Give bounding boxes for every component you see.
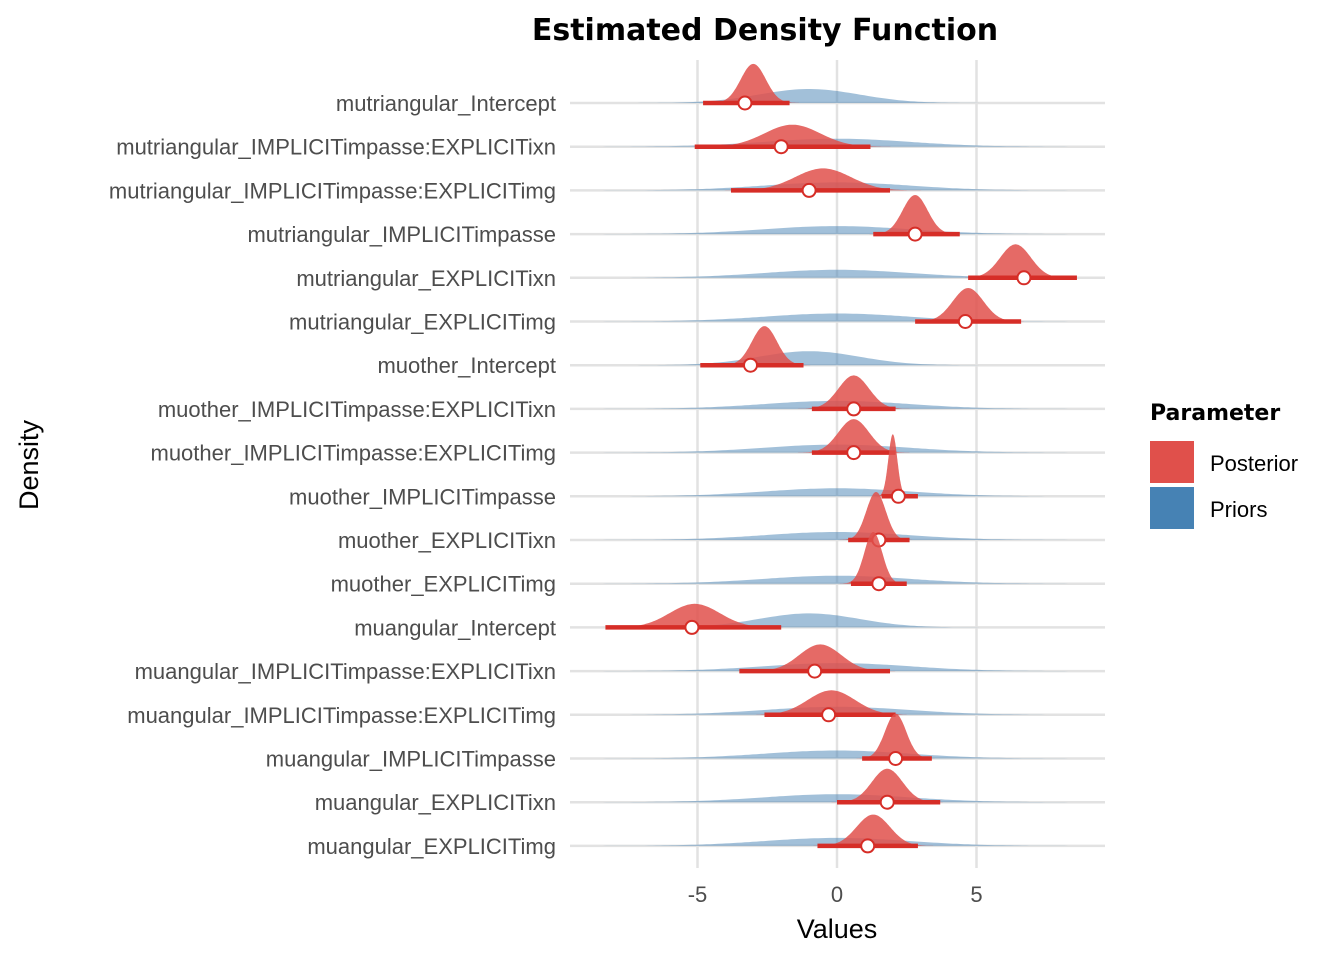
posterior-density xyxy=(594,603,796,628)
row-label: muother_IMPLICITimpasse:EXPLICITixn xyxy=(158,397,556,422)
point-estimate xyxy=(684,619,700,635)
posterior-density xyxy=(736,690,927,715)
point-estimate xyxy=(907,226,923,242)
posterior-density xyxy=(703,63,804,103)
posterior-density xyxy=(954,244,1077,278)
prior-density xyxy=(572,226,1111,235)
posterior-density xyxy=(825,768,949,803)
posterior-density xyxy=(906,288,1030,322)
legend-swatch-priors xyxy=(1150,487,1194,529)
legend-label-posterior: Posterior xyxy=(1210,451,1298,476)
ridges xyxy=(572,63,1111,854)
prior-density xyxy=(572,351,1111,366)
row-label: muangular_Intercept xyxy=(354,615,556,640)
row-label: muother_IMPLICITimpasse:EXPLICITimg xyxy=(151,441,557,466)
chart-title: Estimated Density Function xyxy=(532,13,998,48)
point-estimate xyxy=(890,488,906,504)
prior-density xyxy=(572,613,1111,628)
row-label: muother_EXPLICITimg xyxy=(331,572,556,597)
point-estimate xyxy=(807,663,823,679)
point-estimate xyxy=(871,576,887,592)
point-estimate xyxy=(743,357,759,373)
point-estimate xyxy=(801,182,817,198)
point-estimate xyxy=(846,401,862,417)
row-label: mutriangular_EXPLICITixn xyxy=(296,266,556,291)
row-label: muangular_IMPLICITimpasse xyxy=(266,747,556,772)
x-tick-label: 5 xyxy=(970,882,982,907)
prior-density xyxy=(572,575,1111,584)
point-estimate xyxy=(888,751,904,766)
posterior-density xyxy=(680,124,904,147)
row-label: muother_IMPLICITimpasse xyxy=(289,484,556,509)
row-label: mutriangular_IMPLICITimpasse:EXPLICITimg xyxy=(109,178,556,203)
posterior-density xyxy=(837,532,909,584)
row-label: muangular_IMPLICITimpasse:EXPLICITixn xyxy=(135,659,556,684)
row-label: muangular_IMPLICITimpasse:EXPLICITimg xyxy=(127,703,556,728)
posterior-density xyxy=(711,168,935,191)
x-axis-ticks: -5 0 5 xyxy=(688,882,983,907)
legend-label-priors: Priors xyxy=(1210,497,1267,522)
point-estimate xyxy=(860,838,876,854)
point-estimate xyxy=(846,445,862,461)
posterior-density xyxy=(792,419,916,453)
legend-swatch-posterior xyxy=(1150,441,1194,483)
row-label: muangular_EXPLICITimg xyxy=(307,834,556,859)
legend: Parameter Posterior Priors xyxy=(1150,401,1298,529)
point-estimate xyxy=(737,95,753,111)
point-estimate xyxy=(957,314,973,329)
row-label: mutriangular_Intercept xyxy=(336,91,556,116)
row-label: mutriangular_IMPLICITimpasse:EXPLICITixn xyxy=(116,135,556,160)
prior-density xyxy=(572,269,1111,278)
posterior-density xyxy=(837,492,916,540)
point-estimate xyxy=(879,794,895,810)
x-axis-title: Values xyxy=(797,914,878,944)
prior-density xyxy=(572,313,1111,322)
posterior-density xyxy=(874,434,911,497)
row-label: mutriangular_IMPLICITimpasse xyxy=(247,222,556,247)
row-labels: mutriangular_Intercept mutriangular_IMPLI… xyxy=(109,91,556,859)
row-label: muangular_EXPLICITixn xyxy=(315,790,556,815)
point-estimate xyxy=(821,707,837,723)
y-axis-title: Density xyxy=(14,419,44,510)
row-label: muother_Intercept xyxy=(377,353,556,378)
prior-density xyxy=(572,794,1111,803)
posterior-density xyxy=(736,644,904,672)
posterior-density xyxy=(806,814,941,846)
point-estimate xyxy=(773,139,789,155)
prior-density xyxy=(572,532,1111,540)
x-tick-label: 0 xyxy=(831,882,843,907)
prior-density xyxy=(572,488,1111,497)
posterior-density xyxy=(792,375,916,409)
row-label: muother_EXPLICITixn xyxy=(338,528,556,553)
prior-density xyxy=(572,750,1111,759)
x-tick-label: -5 xyxy=(688,882,708,907)
posterior-density xyxy=(864,195,966,235)
posterior-density xyxy=(853,713,938,759)
posterior-density xyxy=(714,326,815,366)
prior-density xyxy=(572,89,1111,103)
point-estimate xyxy=(1016,270,1032,286)
row-label: mutriangular_EXPLICITimg xyxy=(289,310,556,335)
legend-title: Parameter xyxy=(1150,401,1280,426)
